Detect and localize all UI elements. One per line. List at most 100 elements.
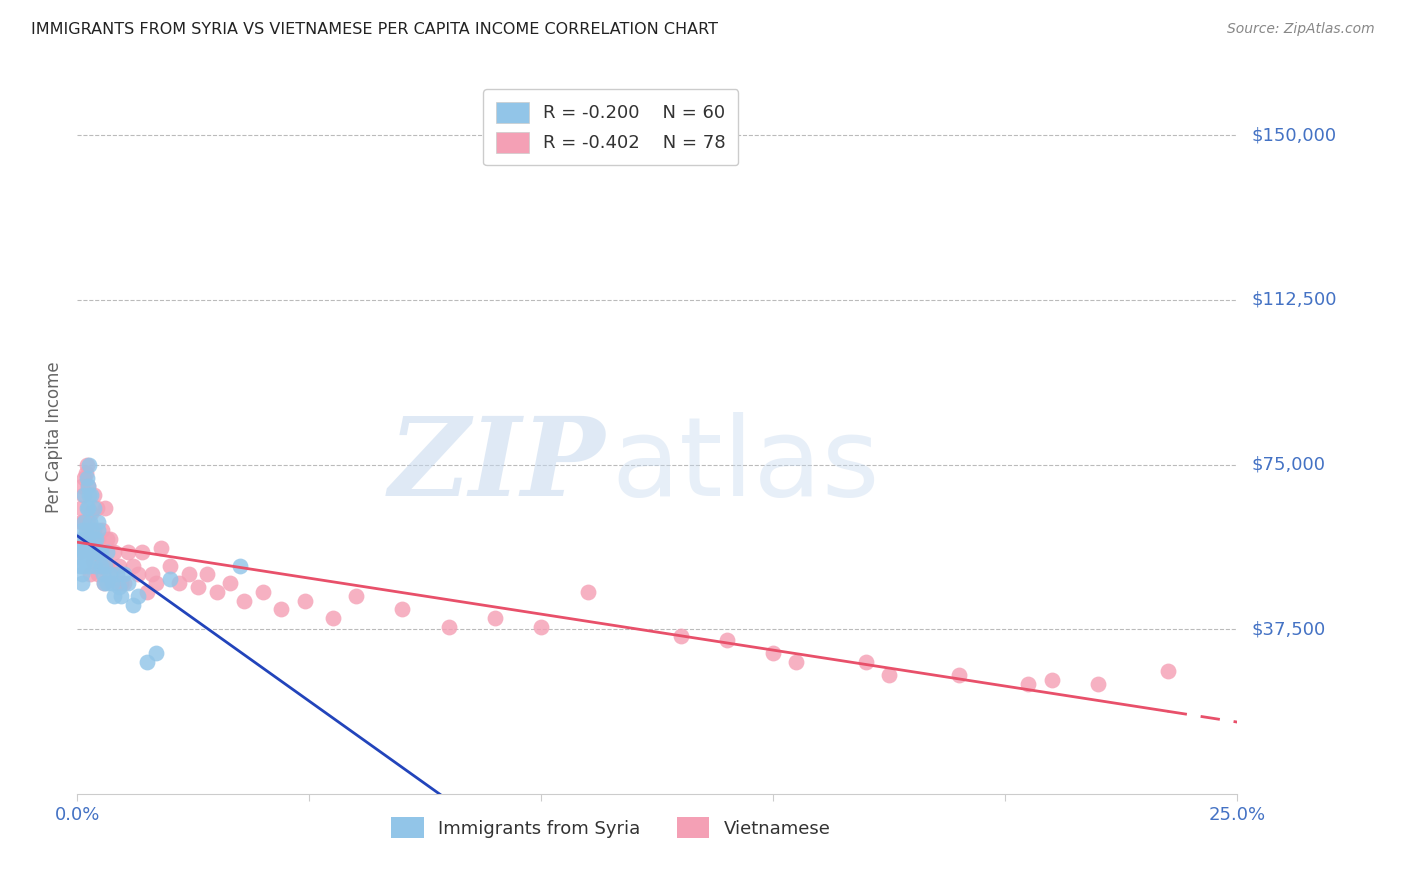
Text: $75,000: $75,000 [1251,456,1326,474]
Point [205,585,228,599]
Point [159,558,181,573]
Point [75,554,97,568]
Point [70,479,93,493]
Point [75,524,97,538]
Point [141,567,163,582]
Point [77,501,100,516]
Point [80,506,103,520]
Point [83,524,105,538]
Point [69,545,91,559]
Point [79,545,101,559]
Point [87,515,110,529]
Point [127,589,149,603]
Point [76,501,98,516]
Point [1040,673,1063,687]
Point [252,585,274,599]
Point [1018,677,1040,691]
Point [77,558,100,573]
Point [576,585,599,599]
Point [127,567,149,582]
Point [110,589,132,603]
Point [77,515,100,529]
Point [101,567,124,582]
Point [294,593,316,607]
Point [110,576,132,591]
Legend: Immigrants from Syria, Vietnamese: Immigrants from Syria, Vietnamese [384,810,838,846]
Point [80,488,103,502]
Point [233,593,256,607]
Point [73,488,96,502]
Point [83,532,105,546]
Point [86,545,108,559]
Point [1156,664,1178,678]
Point [72,488,94,502]
Point [669,629,692,643]
Point [785,655,807,669]
Point [105,576,128,591]
Point [103,589,125,603]
Point [96,545,118,559]
Text: ZIP: ZIP [388,412,605,519]
Point [149,541,172,555]
Point [344,589,367,603]
Point [72,558,94,573]
Point [84,558,107,573]
Point [72,515,94,529]
Point [79,515,101,529]
Point [73,545,96,559]
Point [98,532,121,546]
Point [70,567,93,582]
Point [77,532,100,546]
Point [145,576,167,591]
Point [187,581,209,595]
Point [112,567,135,582]
Text: $37,500: $37,500 [1251,620,1326,638]
Point [145,646,167,660]
Point [484,611,506,625]
Point [69,558,91,573]
Point [86,501,108,516]
Point [73,532,96,546]
Point [94,558,117,573]
Point [70,576,93,591]
Point [195,567,218,582]
Point [69,532,91,546]
Point [87,567,110,582]
Point [89,545,111,559]
Point [77,541,100,555]
Point [93,576,115,591]
Point [159,572,181,586]
Text: $112,500: $112,500 [1251,291,1337,309]
Point [73,471,96,485]
Point [75,467,97,481]
Point [76,479,98,493]
Point [73,515,96,529]
Point [90,558,112,573]
Point [98,567,121,582]
Point [96,576,118,591]
Point [79,488,101,502]
Point [80,545,103,559]
Point [94,501,117,516]
Point [177,567,200,582]
Point [76,545,98,559]
Point [321,611,344,625]
Text: Source: ZipAtlas.com: Source: ZipAtlas.com [1227,22,1375,37]
Point [91,567,114,582]
Point [84,532,107,546]
Point [83,501,105,516]
Point [90,545,111,559]
Point [79,524,101,538]
Point [530,620,553,634]
Point [117,576,139,591]
Point [72,545,94,559]
Point [87,532,110,546]
Point [90,558,111,573]
Point [96,558,118,573]
Point [87,524,110,538]
Point [76,471,98,485]
Point [122,598,145,612]
Point [75,515,97,529]
Point [90,524,112,538]
Point [82,545,104,559]
